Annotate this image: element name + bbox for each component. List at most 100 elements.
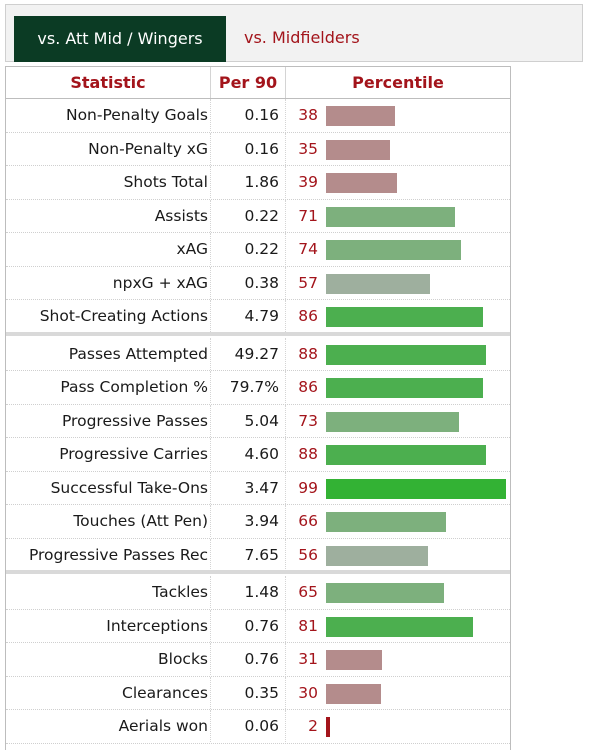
stat-label: Shot-Creating Actions (39, 307, 208, 325)
percentile-bar (326, 512, 446, 532)
table-header: Statistic Per 90 Percentile (6, 66, 510, 99)
per90-value: 1.86 (210, 166, 286, 198)
table-row: xAG 0.22 74 (6, 233, 510, 267)
table-row: Progressive Carries 4.60 88 (6, 438, 510, 472)
percentile-value: 39 (298, 173, 318, 191)
percentile-value: 74 (298, 240, 318, 258)
comparison-tab-bar: vs. Att Mid / Wingers vs. Midfielders (5, 4, 583, 62)
percentile-bar (326, 240, 461, 260)
per90-value: 0.76 (210, 643, 286, 675)
stat-label: Non-Penalty xG (88, 139, 208, 158)
percentile-value: 66 (298, 512, 318, 530)
table-row: Touches (Att Pen) 3.94 66 (6, 505, 510, 539)
percentile-value: 38 (298, 106, 318, 124)
table-row: Successful Take-Ons 3.47 99 (6, 471, 510, 505)
header-percentile[interactable]: Percentile (352, 73, 444, 92)
percentile-bar (326, 583, 444, 603)
stat-label: Passes Attempted (68, 344, 208, 363)
per90-value: 0.35 (210, 676, 286, 709)
table-row: Blocks 0.76 31 (6, 643, 510, 677)
percentile-bar (326, 411, 459, 432)
percentile-bar (326, 344, 486, 365)
per90-value: 4.79 (210, 300, 286, 332)
stat-label: Clearances (122, 683, 208, 702)
percentile-value: 56 (298, 545, 318, 564)
percentile-value: 30 (298, 683, 318, 702)
percentile-bar (326, 206, 455, 227)
table-row: Progressive Passes 5.04 73 (6, 404, 510, 438)
percentile-bar (326, 616, 473, 637)
stat-label: Assists (154, 206, 208, 225)
table-row: Assists 0.22 71 (6, 199, 510, 233)
per90-value: 0.76 (210, 609, 286, 642)
table-row: Progressive Passes Rec 7.65 56 (6, 538, 510, 572)
percentile-bar (326, 478, 506, 499)
percentile-bar (326, 273, 430, 294)
table-row: Interceptions 0.76 81 (6, 609, 510, 643)
percentile-value: 86 (298, 307, 318, 325)
per90-value: 1.48 (210, 576, 286, 608)
stat-label: Blocks (158, 650, 208, 668)
stat-label: Aerials won (118, 717, 208, 735)
per90-value: 4.60 (210, 438, 286, 470)
percentile-value: 86 (298, 378, 318, 396)
stat-label: Tackles (152, 583, 208, 601)
table-row: Tackles 1.48 65 (6, 576, 510, 610)
stat-label: xAG (176, 240, 208, 258)
table-row: Passes Attempted 49.27 88 (6, 337, 510, 371)
percentile-value: 81 (298, 616, 318, 635)
stat-label: npxG + xAG (112, 273, 208, 292)
table-row: Non-Penalty xG 0.16 35 (6, 132, 510, 166)
percentile-value: 31 (298, 650, 318, 668)
header-statistic[interactable]: Statistic (70, 73, 146, 92)
per90-value: 3.94 (210, 505, 286, 537)
table-row: Pass Completion % 79.7% 86 (6, 371, 510, 405)
percentile-bar (326, 545, 428, 566)
stat-label: Progressive Carries (59, 445, 208, 463)
header-per90[interactable]: Per 90 (210, 67, 286, 98)
per90-value: 7.65 (210, 538, 286, 571)
percentile-value: 99 (298, 478, 318, 497)
percentile-bar (326, 650, 382, 670)
per90-value: 0.16 (210, 132, 286, 165)
percentile-value: 65 (298, 583, 318, 601)
group-separator (6, 331, 510, 336)
percentile-bar (326, 307, 483, 327)
table-row: Shot-Creating Actions 4.79 86 (6, 300, 510, 334)
group-separator (6, 570, 510, 574)
table-row: Aerials won 0.06 2 (6, 710, 510, 744)
stat-label: Touches (Att Pen) (73, 512, 208, 530)
table-row: Clearances 0.35 30 (6, 676, 510, 710)
per90-value: 3.47 (210, 471, 286, 504)
percentile-value: 88 (298, 344, 318, 363)
percentile-value: 2 (308, 717, 318, 735)
stat-label: Successful Take-Ons (50, 478, 208, 497)
percentile-value: 71 (298, 206, 318, 225)
tab-att-mid-wingers[interactable]: vs. Att Mid / Wingers (14, 16, 226, 62)
stat-label: Pass Completion % (60, 378, 208, 396)
per90-value: 0.38 (210, 266, 286, 299)
table-row: npxG + xAG 0.38 57 (6, 266, 510, 300)
percentile-bar (326, 683, 381, 704)
percentile-bar (326, 717, 330, 737)
percentile-bar (326, 139, 390, 160)
tab-midfielders[interactable]: vs. Midfielders (244, 28, 360, 47)
stat-label: Shots Total (123, 173, 208, 191)
per90-value: 0.22 (210, 199, 286, 232)
stat-label: Progressive Passes (61, 411, 208, 430)
stat-label: Interceptions (106, 616, 208, 635)
per90-value: 79.7% (210, 371, 286, 403)
table-row: Non-Penalty Goals 0.16 38 (6, 99, 510, 133)
percentile-bar (326, 106, 395, 126)
percentile-bar (326, 173, 397, 193)
stat-label: Progressive Passes Rec (28, 545, 208, 564)
table-row: Shots Total 1.86 39 (6, 166, 510, 200)
stat-label: Non-Penalty Goals (65, 106, 208, 124)
percentile-bar (326, 445, 486, 465)
percentile-table: Statistic Per 90 Percentile Non-Penalty … (5, 66, 511, 750)
per90-value: 49.27 (210, 337, 286, 370)
per90-value: 5.04 (210, 404, 286, 437)
percentile-value: 73 (298, 411, 318, 430)
per90-value: 0.16 (210, 99, 286, 131)
percentile-bar (326, 378, 483, 398)
